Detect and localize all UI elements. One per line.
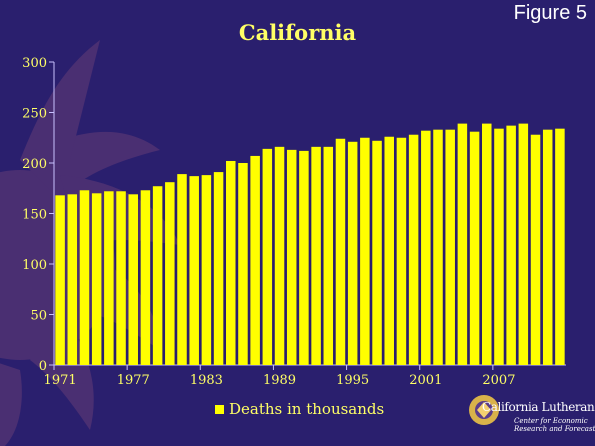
bar-2003 bbox=[445, 129, 455, 365]
bar-1980 bbox=[165, 182, 175, 365]
bar-2005 bbox=[469, 131, 480, 365]
x-tick-label: 2007 bbox=[482, 373, 515, 388]
bar-1982 bbox=[189, 176, 199, 365]
chart-axes: 0 50 100 150 200 250 300 1971 1977 1983 1989 1995 20… bbox=[22, 56, 566, 388]
chart-legend: Deaths in thousands bbox=[215, 400, 384, 418]
bar-2012 bbox=[555, 128, 565, 365]
bar-1989 bbox=[274, 146, 285, 365]
chart-title: California bbox=[238, 20, 357, 45]
y-tick-label: 150 bbox=[22, 208, 47, 223]
y-tick-label: 300 bbox=[22, 56, 47, 71]
bar-1999 bbox=[396, 137, 407, 365]
logo-name: California Lutheran bbox=[482, 400, 595, 414]
bar-2007 bbox=[494, 128, 504, 365]
legend-label: Deaths in thousands bbox=[229, 400, 384, 418]
bar-2010 bbox=[530, 134, 541, 365]
bar-1987 bbox=[250, 155, 260, 365]
figure-label: Figure 5 bbox=[513, 2, 587, 24]
legend-swatch bbox=[215, 405, 224, 414]
logo-subtitle-1: Center for Economic bbox=[514, 417, 588, 425]
bar-1996 bbox=[360, 137, 370, 365]
bar-1978 bbox=[140, 190, 151, 365]
bar-2009 bbox=[518, 123, 529, 365]
bar-1995 bbox=[347, 141, 358, 365]
bar-1971 bbox=[55, 195, 65, 365]
bar-2004 bbox=[457, 123, 468, 365]
bar-1986 bbox=[238, 163, 248, 365]
bar-1981 bbox=[177, 174, 187, 365]
bar-1975 bbox=[104, 191, 114, 365]
x-tick-label: 1989 bbox=[263, 373, 296, 388]
bar-1992 bbox=[311, 146, 321, 365]
x-tick-label: 1971 bbox=[44, 373, 77, 388]
bar-2008 bbox=[506, 125, 516, 365]
bar-2001 bbox=[421, 130, 431, 365]
chart-bars bbox=[55, 123, 565, 365]
bar-1988 bbox=[262, 148, 273, 365]
x-tick-label: 2001 bbox=[409, 373, 442, 388]
bar-1984 bbox=[213, 172, 224, 365]
bar-1991 bbox=[299, 150, 309, 365]
bar-1974 bbox=[91, 193, 102, 365]
bar-2011 bbox=[542, 129, 553, 365]
bar-1998 bbox=[384, 136, 394, 365]
bar-1977 bbox=[128, 194, 138, 365]
x-tick-label: 1977 bbox=[117, 373, 150, 388]
university-emblem-icon bbox=[469, 395, 499, 425]
x-tick-label: 1983 bbox=[190, 373, 223, 388]
bar-1993 bbox=[323, 146, 334, 365]
logo-subtitle-2: Research and Forecasting bbox=[514, 425, 595, 433]
x-tick-label: 1995 bbox=[336, 373, 369, 388]
bar-2002 bbox=[433, 129, 443, 365]
bar-2006 bbox=[482, 123, 492, 365]
bar-1973 bbox=[79, 190, 90, 365]
y-tick-label: 0 bbox=[39, 359, 47, 374]
bar-1990 bbox=[286, 149, 297, 365]
bar-1972 bbox=[67, 194, 78, 365]
y-tick-label: 100 bbox=[22, 258, 47, 273]
bar-2000 bbox=[408, 134, 419, 365]
logo: California Lutheran Center for Economic … bbox=[462, 392, 595, 444]
bar-1997 bbox=[372, 140, 382, 365]
bar-1985 bbox=[226, 160, 236, 365]
bar-1976 bbox=[116, 191, 126, 365]
y-tick-label: 50 bbox=[30, 309, 47, 324]
bar-1994 bbox=[335, 138, 346, 365]
y-tick-label: 200 bbox=[22, 157, 47, 172]
bar-1983 bbox=[201, 175, 212, 365]
bar-1979 bbox=[152, 186, 163, 365]
y-tick-label: 250 bbox=[22, 107, 47, 122]
